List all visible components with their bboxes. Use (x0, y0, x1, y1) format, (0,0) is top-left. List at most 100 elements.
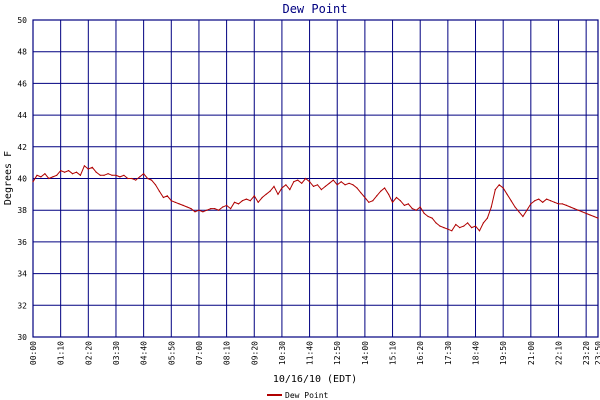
data-point (52, 176, 54, 178)
data-point (451, 230, 453, 232)
data-point (36, 174, 38, 176)
data-point (131, 177, 133, 180)
data-point (119, 176, 121, 178)
series-group (32, 164, 599, 232)
data-point (455, 223, 457, 226)
data-point (107, 173, 109, 175)
data-point (269, 190, 271, 192)
x-axis-label: 10/16/10 (EDT) (273, 374, 357, 385)
data-point (293, 181, 295, 183)
data-point (237, 203, 240, 205)
data-point (48, 177, 50, 180)
legend-label: Dew Point (285, 391, 329, 400)
data-point (194, 211, 196, 213)
data-point (478, 230, 481, 232)
data-point (75, 171, 78, 173)
y-tick-label: 30 (17, 333, 27, 342)
data-point (103, 174, 105, 176)
data-point (348, 182, 350, 184)
x-tick-label: 12:50 (333, 341, 342, 365)
data-point (427, 215, 429, 218)
data-point (210, 208, 212, 210)
grid (32, 19, 599, 338)
data-point (463, 225, 465, 227)
data-point (143, 173, 145, 175)
data-point (91, 166, 93, 168)
data-point (403, 204, 405, 206)
y-tick-label: 32 (17, 301, 27, 310)
data-point (407, 203, 409, 205)
data-point (388, 193, 390, 195)
data-point (241, 200, 243, 202)
data-point (170, 200, 172, 202)
data-point (178, 203, 180, 205)
data-point (83, 165, 85, 167)
data-point (415, 209, 417, 211)
data-point (391, 201, 394, 203)
data-point (316, 184, 319, 186)
x-tick-label: 10:30 (278, 341, 287, 365)
data-point (542, 201, 544, 203)
data-point (99, 174, 101, 176)
data-point (281, 187, 283, 189)
data-point (328, 182, 330, 184)
data-point (123, 174, 125, 176)
data-point (158, 190, 160, 192)
data-point (565, 204, 568, 206)
x-tick-label: 14:00 (361, 341, 370, 365)
data-point (230, 208, 232, 210)
data-point (395, 196, 398, 199)
data-point (174, 201, 176, 203)
data-point (277, 193, 279, 195)
data-point (332, 179, 334, 181)
x-tick-label: 01:10 (57, 341, 66, 365)
data-point (534, 200, 536, 202)
x-tick-label: 04:40 (140, 341, 149, 365)
data-point (546, 198, 548, 200)
data-point (154, 184, 157, 186)
data-point (506, 193, 508, 195)
data-point (297, 179, 299, 181)
data-point (585, 212, 587, 214)
data-point (273, 185, 275, 187)
chart-title: Dew Point (282, 2, 347, 16)
data-point (202, 211, 204, 213)
data-point (87, 168, 89, 170)
data-point (40, 176, 42, 178)
x-tick-label: 05:50 (167, 341, 176, 365)
x-tick-label: 00:00 (29, 341, 38, 365)
data-point (526, 209, 528, 211)
data-point (135, 179, 137, 181)
data-point (166, 195, 168, 197)
x-tick-label: 08:10 (223, 341, 232, 365)
data-point (190, 208, 192, 210)
data-point (494, 189, 496, 191)
data-point (553, 201, 556, 203)
y-tick-label: 44 (17, 111, 27, 120)
data-point (289, 189, 291, 191)
data-point (486, 217, 488, 219)
data-point (467, 222, 469, 224)
data-point (530, 203, 532, 205)
data-point (380, 190, 382, 192)
data-point (482, 222, 484, 224)
data-point (312, 185, 315, 187)
data-point (218, 209, 220, 211)
data-point (198, 209, 200, 211)
data-point (324, 185, 326, 187)
legend: Dew Point (267, 391, 329, 400)
data-point (573, 208, 575, 210)
data-point (589, 214, 591, 216)
data-point (490, 206, 492, 208)
data-point (68, 170, 70, 172)
x-tick-label: 23:20 (582, 341, 591, 365)
data-point (340, 181, 342, 183)
data-point (309, 181, 311, 183)
data-point (439, 225, 441, 227)
data-point (384, 187, 386, 189)
x-tick-label: 19:50 (499, 341, 508, 365)
data-point (419, 206, 421, 208)
data-point (538, 198, 540, 200)
x-tick-label: 02:20 (84, 341, 93, 365)
